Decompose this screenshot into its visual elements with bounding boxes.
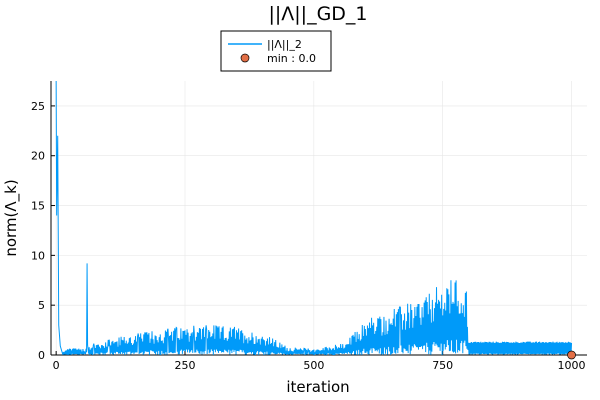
- plot-area: 0 250 500 750 1000 0 5 10 15 20 25: [31, 80, 587, 372]
- x-tick-label: 250: [175, 359, 196, 372]
- chart-title: ||Λ||_GD_1: [268, 3, 367, 25]
- y-tick-label: 25: [31, 100, 45, 113]
- y-tick-label: 15: [31, 200, 45, 213]
- x-tick-label: 1000: [558, 359, 586, 372]
- legend-series-label: ||Λ||_2: [267, 38, 302, 51]
- y-tick-label: 5: [38, 299, 45, 312]
- x-axis-label: iteration: [286, 378, 349, 396]
- y-tick-label: 0: [38, 349, 45, 362]
- y-tick-label: 20: [31, 150, 45, 163]
- y-axis-label: norm(Λ_k): [2, 179, 21, 256]
- legend-box: [220, 30, 332, 72]
- legend-min-label: min : 0.0: [267, 52, 316, 65]
- series-line: [55, 80, 573, 356]
- y-tick-label: 10: [31, 249, 45, 262]
- legend: ||Λ||_2 min : 0.0: [220, 30, 332, 72]
- min-marker: [567, 350, 576, 360]
- x-tick-label: 0: [53, 359, 60, 372]
- x-tick-label: 750: [432, 359, 453, 372]
- x-tick-label: 500: [303, 359, 324, 372]
- legend-min-swatch: [240, 53, 250, 63]
